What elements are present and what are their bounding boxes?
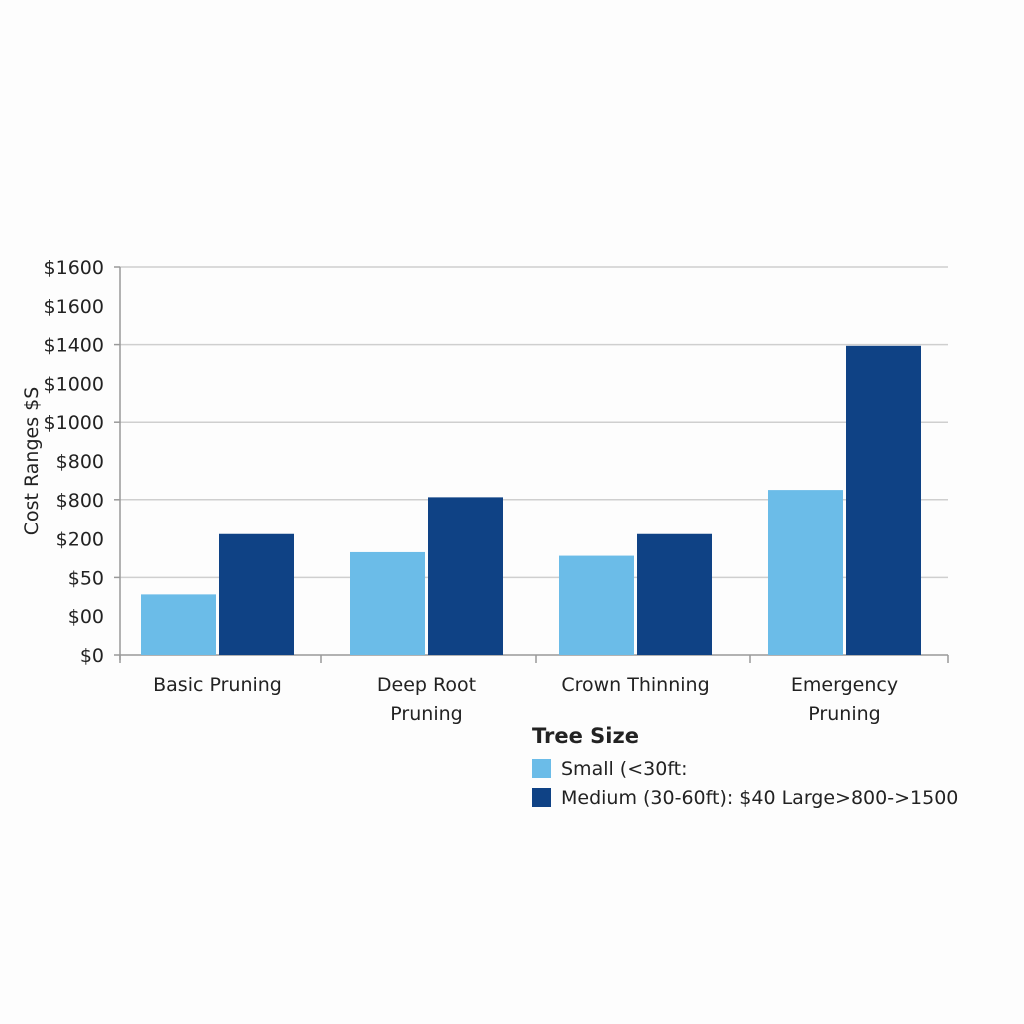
y-tick-label: $1000 [44,412,104,434]
legend-title: Tree Size [532,724,639,748]
bar-medium [428,497,503,655]
y-axis-title: Cost Ranges $S [21,387,43,536]
y-tick-label: $50 [68,567,104,589]
bar-small [141,594,216,655]
y-tick-label: $800 [56,451,104,473]
x-category-label: Crown Thinning [561,674,709,696]
y-tick-label: $1000 [44,373,104,395]
y-tick-label: $1600 [44,257,104,279]
legend-item-small: Small (<30ft: [532,754,958,783]
legend-label-small: Small (<30ft: [561,757,688,780]
bar-small [768,490,843,655]
y-tick-label: $1400 [44,335,104,357]
legend-item-medium: Medium (30-60ft): $40 Large>800->1500 [532,783,958,812]
x-category-label: Basic Pruning [153,674,282,696]
bar-medium [219,533,294,655]
legend-swatch-medium [532,788,551,807]
y-tick-label: $00 [68,606,104,628]
y-tick-label: $800 [56,490,104,512]
y-tick-label: $0 [80,645,104,667]
bar-small [350,551,425,655]
legend-label-medium: Medium (30-60ft): $40 Large>800->1500 [561,786,959,809]
legend-swatch-small [532,759,551,778]
bar-medium [637,533,712,655]
y-tick-label: $200 [56,529,104,551]
bar-small [559,555,634,655]
legend: Tree Size Small (<30ft: Medium (30-60ft)… [532,724,958,812]
x-category-label: Pruning [808,703,880,725]
x-category-label: Deep Root [377,674,476,696]
x-category-label: Emergency [791,674,898,696]
x-category-label: Pruning [390,703,462,725]
bar-medium [846,345,921,655]
y-tick-label: $1600 [44,296,104,318]
